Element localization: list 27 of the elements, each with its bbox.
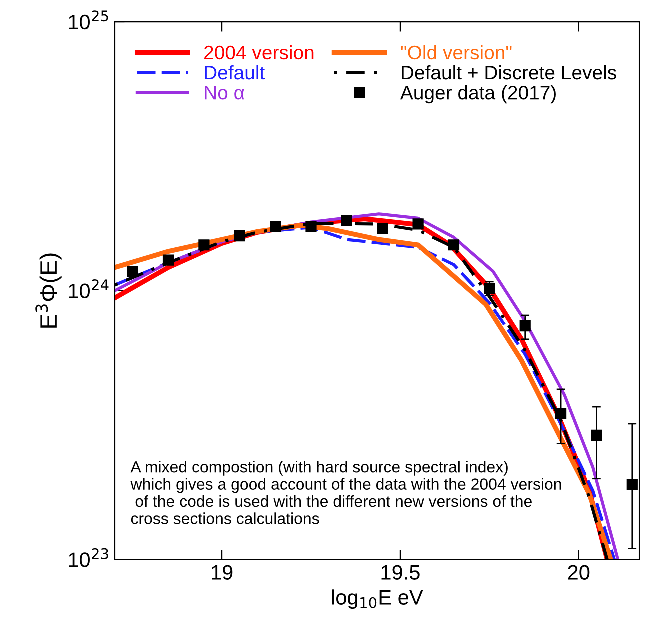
x-axis-title: log$_{10}$E eV [332, 590, 424, 610]
point [127, 266, 138, 278]
legend-label: Default [205, 65, 265, 80]
legend-label: 2004 version [204, 45, 314, 60]
x-tick-label: 19 [212, 565, 233, 580]
y-axis-title: E$^{3}$Φ(E) [36, 254, 62, 328]
point [591, 430, 602, 442]
legend-label: Auger data (2017) [400, 85, 556, 104]
annotation: A mixed compostion (with hard source spectral index) which gives a good account of the data with the 2004 version of the code is used with the different new versions of the cross sections calculations [130, 461, 562, 524]
point [412, 218, 424, 230]
point [341, 215, 352, 227]
point [306, 221, 317, 232]
point [234, 230, 246, 242]
legend-label: Default + Discrete Levels [402, 65, 616, 80]
point [448, 240, 460, 251]
x-tick-label: 19.5 [382, 565, 420, 580]
legend-label: No α [205, 86, 244, 100]
point [162, 254, 174, 266]
legend-label: "Old version" [401, 45, 512, 60]
point [555, 408, 567, 420]
y-tick-label: 10$^{25}$ [69, 10, 108, 30]
x-tick-label: 20 [568, 565, 590, 580]
point [270, 221, 282, 232]
y-tick-label: 10$^{23}$ [69, 548, 108, 568]
point [377, 223, 388, 234]
point [198, 240, 210, 251]
y-tick-label: 10$^{24}$ [69, 280, 109, 299]
